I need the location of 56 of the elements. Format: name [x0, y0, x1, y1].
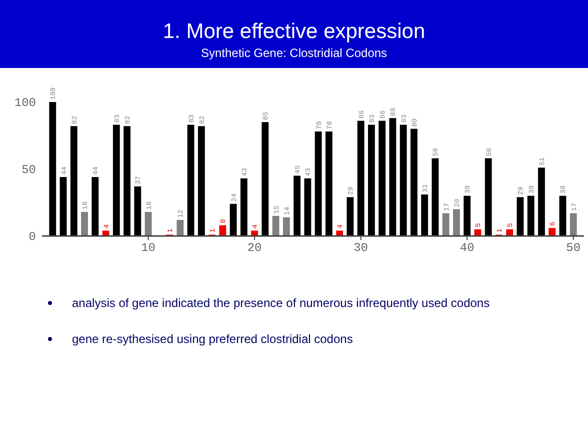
y-tick-label: 0 — [28, 230, 36, 244]
bar — [527, 196, 534, 236]
bar — [81, 212, 88, 236]
bar — [432, 158, 439, 236]
bar — [70, 126, 78, 236]
bar — [484, 158, 492, 236]
bar — [124, 126, 130, 236]
bar — [92, 177, 99, 236]
bar — [506, 229, 514, 236]
bar — [442, 213, 450, 236]
bar — [357, 120, 364, 236]
bar — [187, 124, 194, 236]
bar — [538, 168, 545, 236]
bar — [112, 124, 120, 236]
x-tick-label: 20 — [247, 241, 262, 255]
bar — [389, 118, 396, 236]
bar — [230, 204, 237, 236]
bar — [336, 230, 344, 236]
bar — [294, 176, 301, 236]
x-tick-label: 50 — [566, 241, 581, 255]
chart-title: 1. More effective expression — [162, 20, 426, 43]
bar — [198, 126, 205, 236]
bar — [516, 197, 524, 236]
bar — [240, 178, 248, 236]
x-tick-label: 40 — [460, 241, 474, 255]
bar — [304, 178, 312, 236]
bar — [49, 102, 56, 236]
bar — [453, 209, 460, 236]
bar — [282, 217, 290, 236]
chart-subtitle: Synthetic Gene: Clostridial Codons — [200, 46, 388, 60]
x-tick-label: 10 — [141, 241, 156, 255]
y-tick-label: 100 — [14, 96, 36, 110]
bar — [325, 131, 332, 236]
bar — [144, 212, 152, 236]
bar — [346, 197, 354, 236]
bar — [400, 124, 407, 236]
bar — [314, 131, 322, 236]
bar — [219, 225, 226, 236]
bar — [410, 128, 418, 236]
bar — [262, 122, 269, 236]
bar — [368, 124, 375, 236]
text: analysis of gene indicated the presence of numerous infrequently used codons — [72, 296, 490, 310]
bar — [60, 177, 67, 236]
bar — [559, 196, 566, 236]
bar — [272, 216, 280, 236]
y-tick-label: 50 — [22, 163, 36, 177]
bar — [176, 220, 184, 236]
bar — [570, 213, 577, 236]
bar — [378, 120, 386, 236]
x-tick-label: 30 — [354, 241, 368, 255]
bar — [251, 230, 258, 236]
bar — [421, 194, 428, 236]
bar — [548, 228, 556, 236]
bar — [464, 196, 471, 236]
bar — [134, 186, 142, 236]
text: gene re-sythesised using preferred clostridial codons — [72, 332, 353, 346]
